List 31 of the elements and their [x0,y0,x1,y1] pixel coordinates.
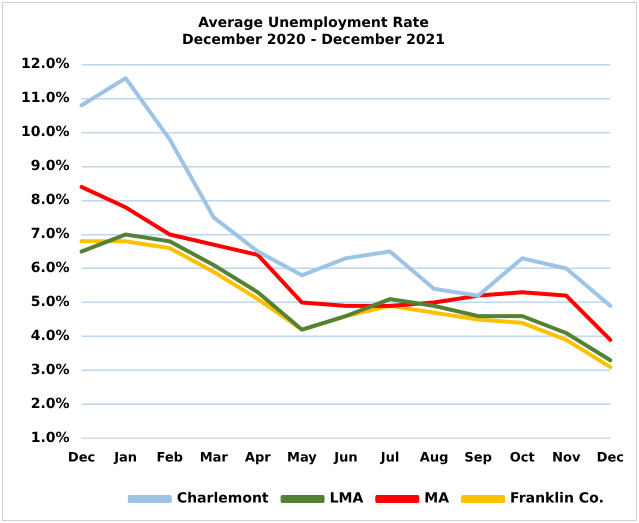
y-tick-label: 10.0% [20,124,70,140]
x-tick-label: Nov [552,450,581,466]
y-tick-label: 8.0% [30,192,70,208]
y-tick-label: 9.0% [30,158,70,174]
y-tick-label: 4.0% [30,328,70,344]
y-tick-label: 1.0% [30,430,70,446]
x-tick-label: Jan [113,450,138,466]
x-tick-label: Mar [200,450,228,466]
y-tick-label: 12.0% [20,56,70,72]
y-tick-label: 7.0% [30,226,70,242]
y-tick-label: 11.0% [20,90,70,106]
legend-label: Franklin Co. [510,490,604,507]
x-tick-label: Feb [156,450,183,466]
x-tick-label: Dec [596,450,624,466]
y-tick-label: 2.0% [30,396,70,412]
x-tick-label: Jul [380,450,400,466]
y-tick-label: 5.0% [30,294,70,310]
x-tick-label: Apr [244,450,272,466]
legend-label: MA [424,490,450,507]
legend-label: Charlemont [176,490,269,507]
x-tick-label: Oct [510,450,535,466]
x-tick-label: Jun [333,450,358,466]
y-tick-label: 3.0% [30,362,70,378]
y-tick-label: 6.0% [30,260,70,276]
text: Average Unemployment Rate [198,15,429,32]
x-tick-label: May [286,450,318,466]
text: December 2020 - December 2021 [182,32,446,48]
x-tick-label: Dec [68,450,96,466]
x-tick-label: Sep [464,450,492,466]
legend-label: LMA [330,490,364,507]
x-tick-label: Aug [420,450,448,466]
